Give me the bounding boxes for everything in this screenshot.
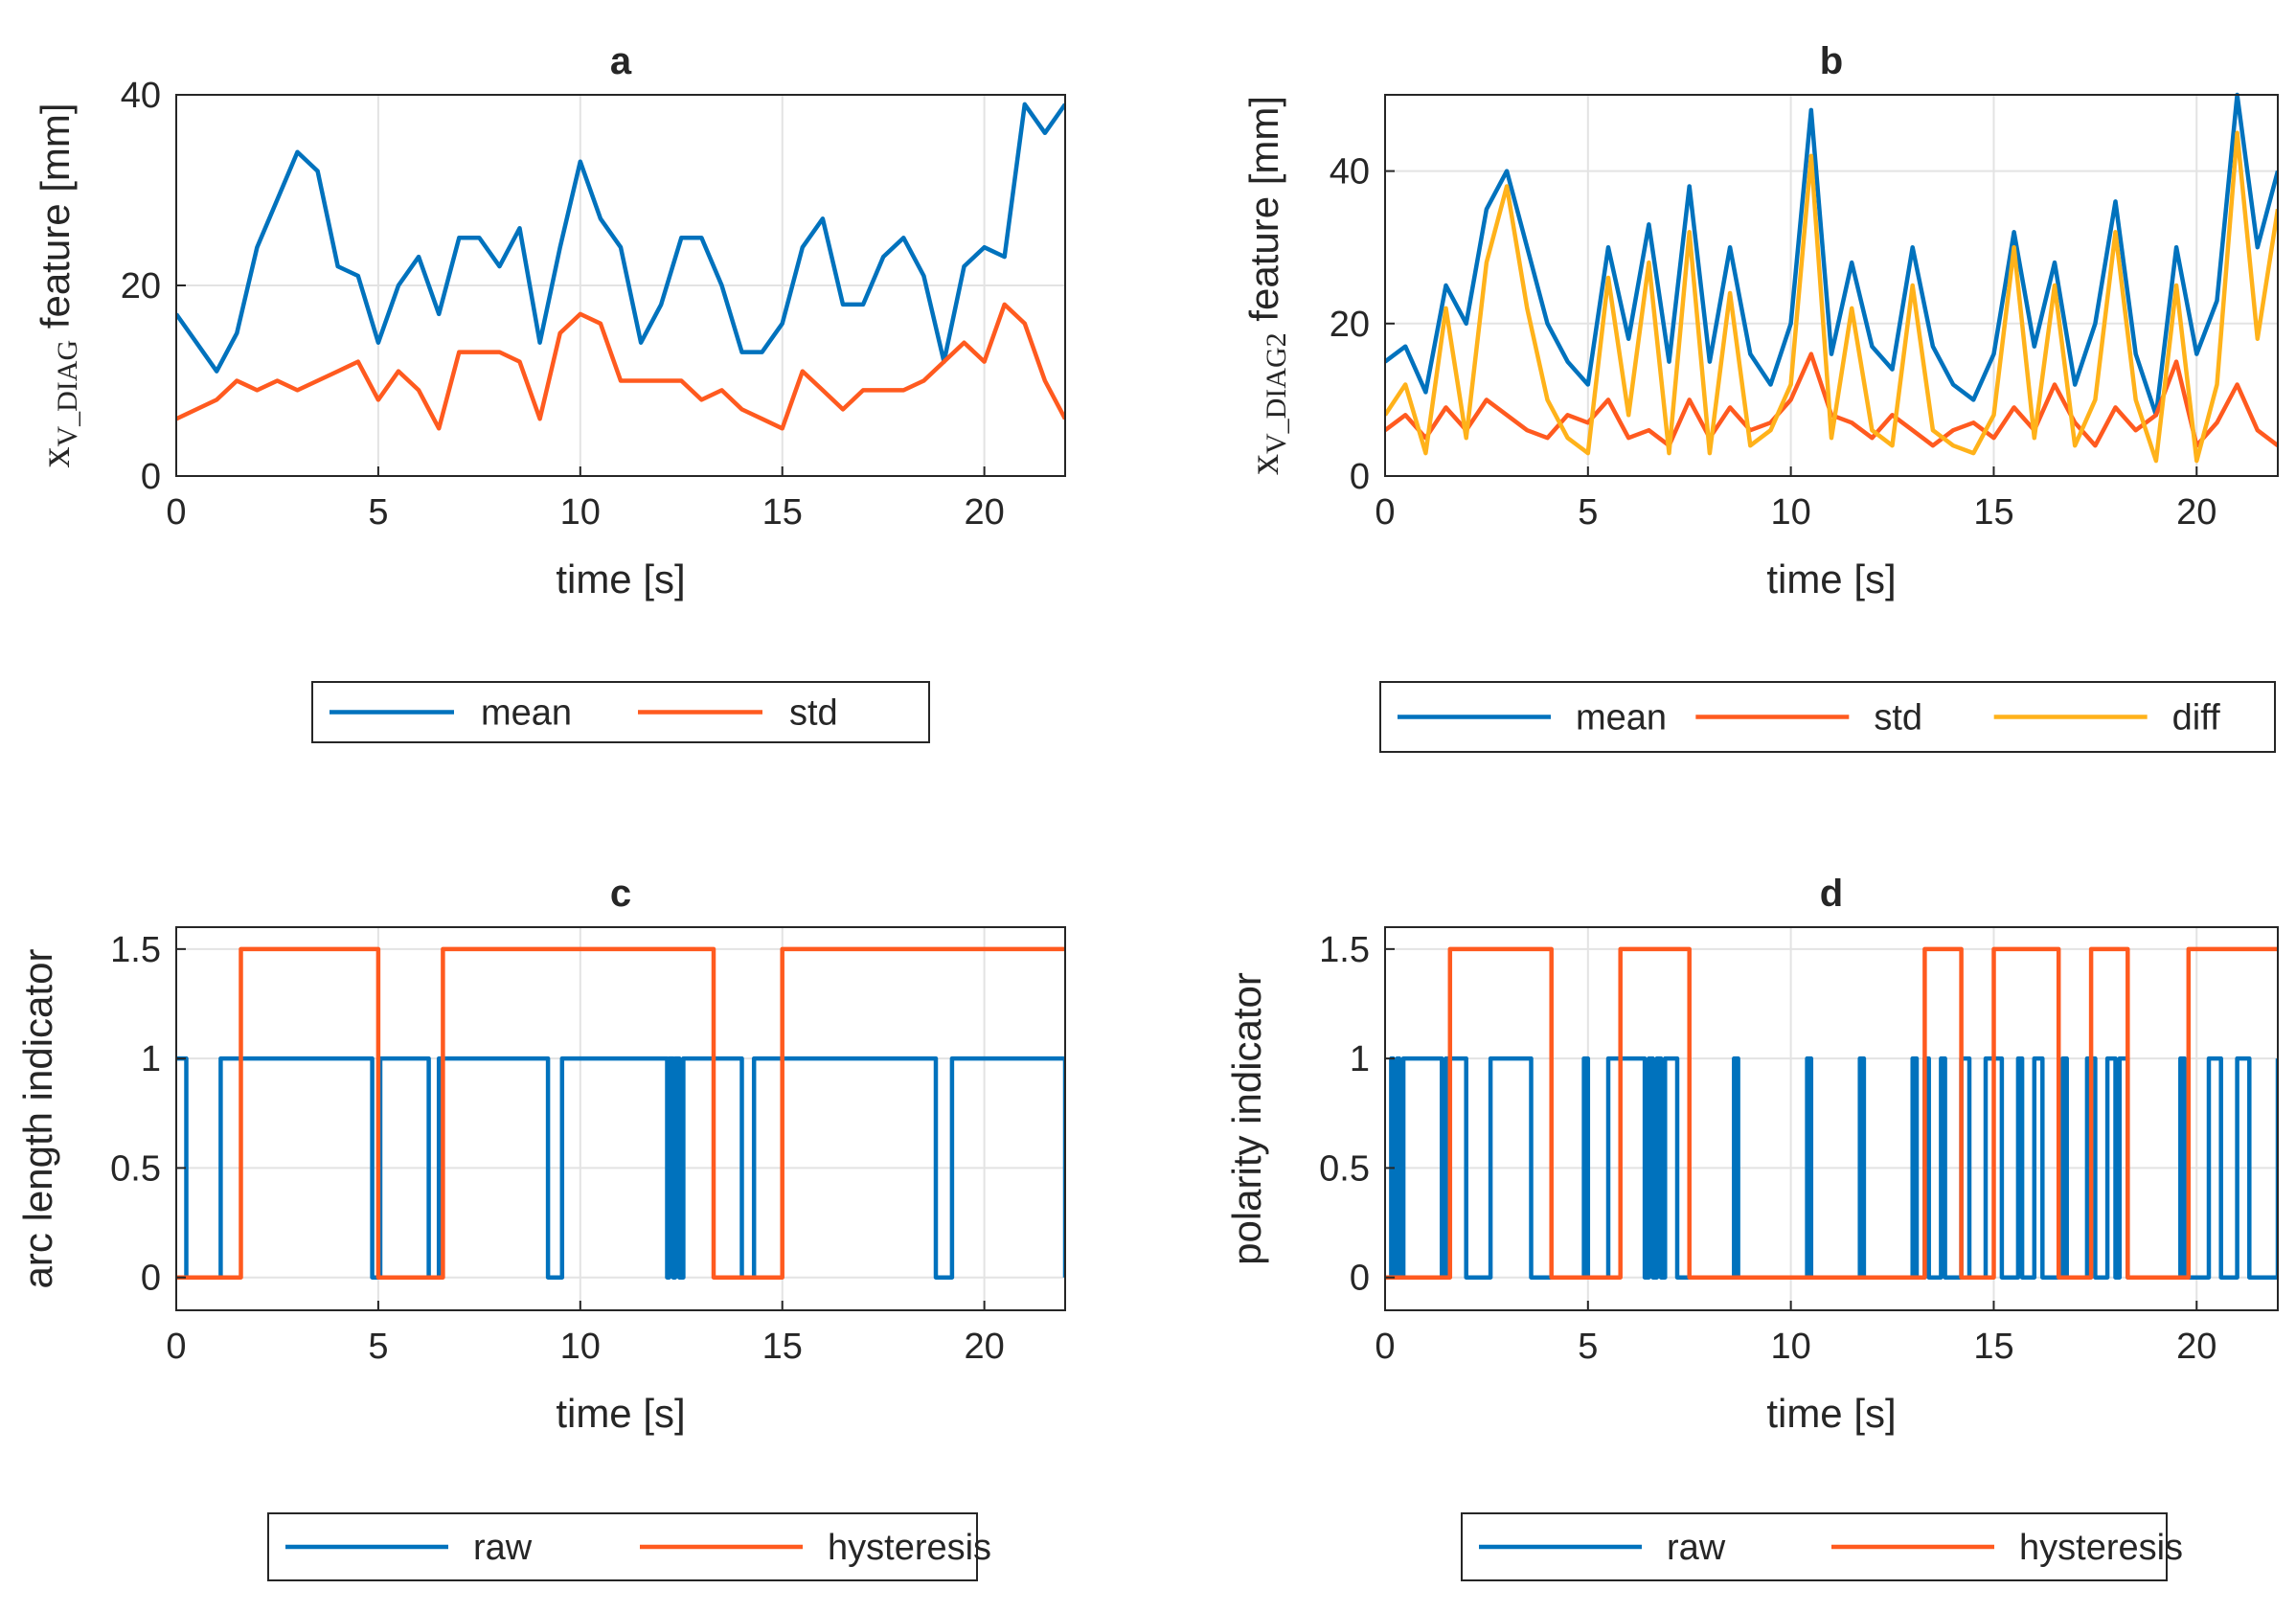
axes-frame <box>1384 94 2279 477</box>
legend-label-hysteresis: hysteresis <box>2019 1528 2183 1568</box>
y-tick-label: 0 <box>1350 1259 1370 1299</box>
x-tick-label: 10 <box>1770 492 1810 533</box>
axes-frame <box>175 926 1066 1311</box>
x-tick-label: 0 <box>166 492 186 533</box>
panel-b: 0 5 10 15 20 0 20 40 b time [s] xV_DIAG2 feature [… <box>1240 40 2279 753</box>
y-axis-label: xV_DIAG2 feature [mm] <box>1240 96 1292 475</box>
x-tick-label: 15 <box>1973 1327 2013 1367</box>
legend-label-mean: mean <box>481 693 572 734</box>
y-tick-label: 0.5 <box>110 1148 161 1189</box>
y-tick-label: 1.5 <box>1319 930 1370 970</box>
legend: raw hysteresis <box>267 1512 991 1581</box>
chart-title: a <box>610 40 632 82</box>
panel-d: 0 5 10 15 20 0 0.5 1 1.5 d time [s] polarity indica… <box>1224 873 2279 1581</box>
legend: mean std diff <box>1379 681 2276 753</box>
y-tick-label: 20 <box>121 266 161 307</box>
x-tick-label: 10 <box>560 492 601 533</box>
y-tick-label: 1 <box>141 1039 161 1079</box>
x-axis-label: time [s] <box>556 1391 685 1436</box>
x-tick-label: 0 <box>1375 492 1395 533</box>
y-axis-label: arc length indicator <box>15 949 60 1289</box>
y-tick-label: 1.5 <box>110 930 161 970</box>
legend: raw hysteresis <box>1461 1512 2183 1581</box>
y-axis-label: xV_DIAG feature [mm] <box>32 102 83 467</box>
series-line-raw <box>176 1056 1065 1280</box>
legend: mean std <box>311 681 930 743</box>
legend-label-std: std <box>789 693 838 734</box>
x-tick-label: 15 <box>1973 492 2013 533</box>
y-axis-label: polarity indicator <box>1224 972 1269 1265</box>
x-tick-label: 10 <box>560 1327 601 1367</box>
plot-area <box>1385 927 2278 1310</box>
series-line-std <box>176 302 1065 431</box>
x-tick-label: 5 <box>368 492 388 533</box>
series-line-mean <box>1385 92 2278 418</box>
panel-c: 0 5 10 15 20 0 0.5 1 1.5 c time [s] arc length indi… <box>15 873 1066 1581</box>
x-axis-label: time [s] <box>556 556 685 602</box>
x-tick-label: 5 <box>1578 1327 1598 1367</box>
series-line-diff <box>1385 130 2278 464</box>
x-tick-label: 0 <box>1375 1327 1395 1367</box>
x-tick-label: 10 <box>1770 1327 1810 1367</box>
legend-label-mean: mean <box>1576 698 1667 738</box>
y-tick-label: 40 <box>1330 152 1370 193</box>
y-tick-label: 1 <box>1350 1039 1370 1079</box>
legend-label-std: std <box>1874 698 1922 738</box>
y-tick-label: 0 <box>1350 457 1370 497</box>
series-line-hysteresis <box>176 946 1065 1280</box>
y-tick-label: 0 <box>141 457 161 497</box>
legend-label-raw: raw <box>1667 1528 1726 1568</box>
chart-title: b <box>1820 40 1843 82</box>
legend-label-hysteresis: hysteresis <box>828 1528 991 1568</box>
series-line-raw <box>1385 1056 2278 1280</box>
x-tick-label: 0 <box>166 1327 186 1367</box>
y-tick-label: 0 <box>141 1259 161 1299</box>
legend-label-diff: diff <box>2172 698 2220 738</box>
legend-label-raw: raw <box>473 1528 533 1568</box>
axes-frame <box>1384 926 2279 1311</box>
x-axis-label: time [s] <box>1766 1391 1896 1436</box>
x-tick-label: 5 <box>368 1327 388 1367</box>
panel-a: 0 5 10 15 20 0 20 40 a time [s] xV_DIAG feature [m… <box>32 40 1066 743</box>
x-tick-label: 20 <box>2176 492 2216 533</box>
y-tick-label: 40 <box>121 76 161 116</box>
plot-area <box>176 927 1065 1310</box>
x-tick-label: 15 <box>762 1327 803 1367</box>
series-line-mean <box>176 102 1065 374</box>
y-tick-label: 20 <box>1330 305 1370 345</box>
chart-title: d <box>1820 873 1843 915</box>
x-tick-label: 20 <box>964 1327 1004 1367</box>
x-tick-label: 20 <box>2176 1327 2216 1367</box>
y-tick-label: 0.5 <box>1319 1148 1370 1189</box>
x-tick-label: 15 <box>762 492 803 533</box>
series-line-hysteresis <box>1385 946 2278 1280</box>
x-axis-label: time [s] <box>1766 556 1896 602</box>
x-tick-label: 5 <box>1578 492 1598 533</box>
chart-title: c <box>610 873 631 915</box>
x-tick-label: 20 <box>964 492 1004 533</box>
